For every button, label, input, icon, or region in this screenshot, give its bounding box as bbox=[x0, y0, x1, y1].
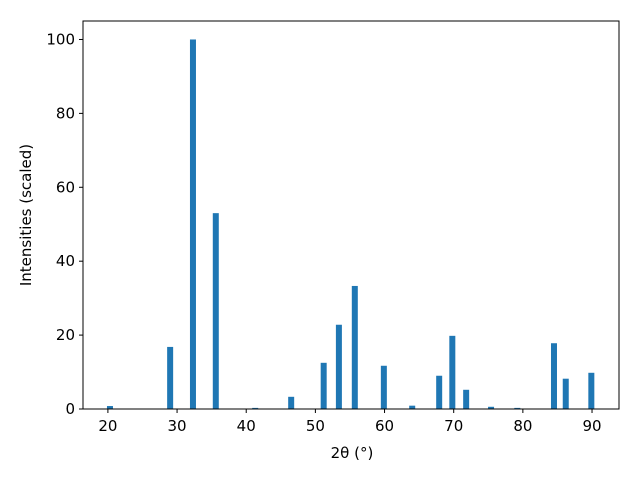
bar bbox=[335, 324, 342, 409]
bar bbox=[252, 407, 259, 409]
y-tick-label: 80 bbox=[56, 104, 75, 122]
bar bbox=[588, 372, 595, 409]
x-axis-label: 2θ (°) bbox=[331, 444, 374, 462]
bar bbox=[514, 407, 521, 409]
bar bbox=[380, 365, 387, 409]
x-tick-label: 20 bbox=[98, 417, 117, 435]
y-tick-label: 100 bbox=[46, 30, 75, 48]
x-tick-label: 40 bbox=[237, 417, 256, 435]
x-tick-label: 70 bbox=[444, 417, 463, 435]
y-tick-label: 40 bbox=[56, 252, 75, 270]
bar bbox=[409, 405, 416, 409]
bar bbox=[449, 335, 456, 409]
bar bbox=[212, 213, 219, 409]
bar bbox=[106, 406, 113, 409]
x-tick-label: 30 bbox=[168, 417, 187, 435]
x-tick-label: 50 bbox=[306, 417, 325, 435]
bar bbox=[562, 378, 569, 409]
x-tick-label: 80 bbox=[513, 417, 532, 435]
bar bbox=[436, 375, 443, 409]
bar bbox=[167, 346, 174, 409]
bar bbox=[189, 39, 196, 409]
x-tick-label: 90 bbox=[582, 417, 601, 435]
bar bbox=[288, 396, 295, 409]
plot-frame bbox=[82, 20, 620, 410]
y-axis-label: Intensities (scaled) bbox=[17, 144, 35, 286]
bar bbox=[320, 362, 327, 409]
y-tick-label: 20 bbox=[56, 326, 75, 344]
bar bbox=[351, 285, 358, 409]
y-tick-label: 60 bbox=[56, 178, 75, 196]
bar bbox=[463, 389, 470, 409]
x-tick-label: 60 bbox=[375, 417, 394, 435]
y-tick-label: 0 bbox=[65, 400, 75, 418]
bar bbox=[550, 343, 557, 409]
bar bbox=[488, 406, 495, 409]
